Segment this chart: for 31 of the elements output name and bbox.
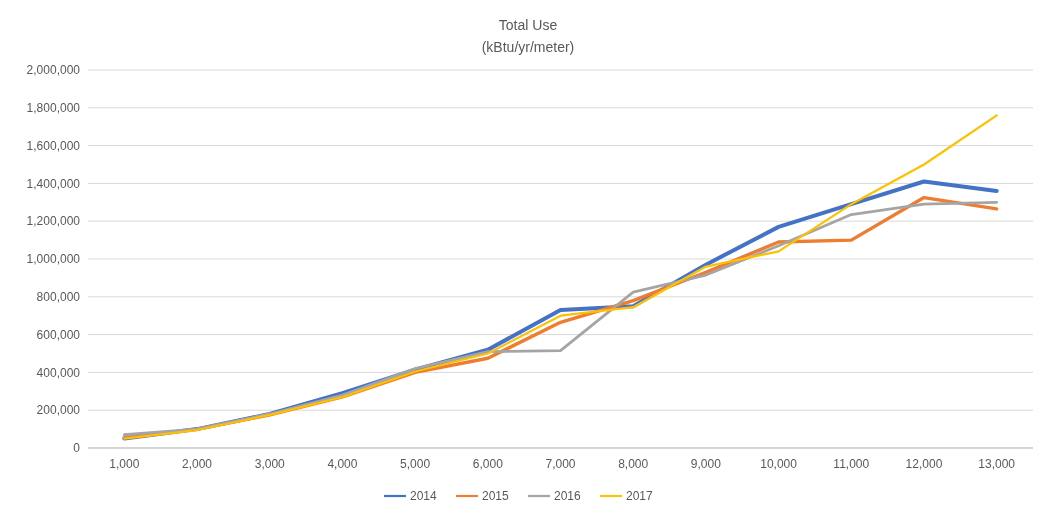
y-tick-label: 2,000,000	[26, 63, 81, 78]
x-tick-label: 3,000	[254, 457, 286, 471]
y-tick-label: 600,000	[36, 327, 81, 342]
x-tick-label: 9,000	[690, 457, 722, 471]
y-tick-label: 1,600,000	[26, 138, 81, 153]
legend-label: 2014	[410, 489, 438, 504]
chart-subtitle: (kBtu/yr/meter)	[481, 39, 575, 55]
y-tick-label: 800,000	[36, 290, 81, 304]
x-tick-label: 6,000	[472, 457, 504, 471]
y-tick-label: 1,200,000	[26, 214, 81, 229]
x-tick-label: 1,000	[109, 457, 140, 471]
legend-label: 2017	[626, 489, 654, 504]
y-tick-label: 200,000	[36, 403, 81, 418]
x-tick-label: 8,000	[618, 457, 649, 471]
x-tick-label: 4,000	[327, 457, 358, 471]
x-tick-label: 11,000	[833, 457, 870, 471]
legend-label: 2016	[554, 489, 582, 504]
x-tick-label: 2,000	[182, 457, 213, 471]
x-tick-label: 13,000	[978, 457, 1016, 471]
x-tick-label: 5,000	[400, 457, 431, 471]
chart-title: Total Use	[498, 17, 558, 33]
legend-label: 2015	[482, 489, 510, 504]
x-tick-label: 10,000	[760, 457, 798, 471]
x-tick-label: 7,000	[545, 457, 576, 471]
y-tick-label: 1,800,000	[26, 101, 81, 115]
y-tick-label: 0	[73, 441, 81, 456]
x-tick-label: 12,000	[905, 457, 943, 471]
y-tick-label: 1,400,000	[26, 176, 81, 191]
line-series	[123, 114, 998, 440]
y-tick-label: 1,000,000	[26, 252, 81, 267]
y-tick-label: 400,000	[36, 365, 81, 380]
